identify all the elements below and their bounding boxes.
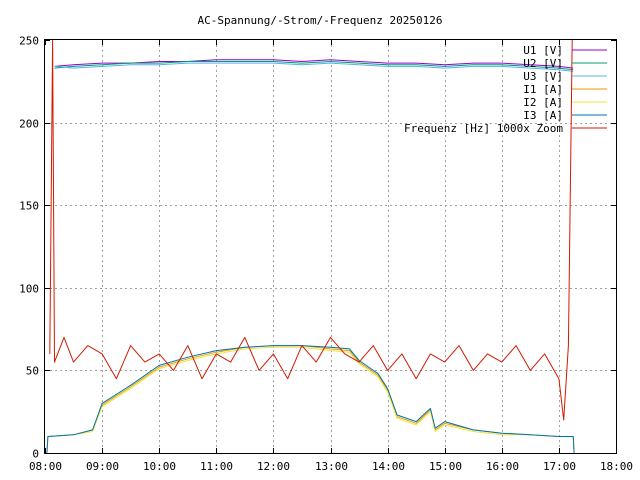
x-tick-label: 16:00 xyxy=(486,460,519,473)
y-tick-label: 150 xyxy=(19,200,39,213)
y-tick-label: 250 xyxy=(19,35,39,48)
legend-label-5: I3 [A] xyxy=(523,109,563,122)
x-tick-label: 12:00 xyxy=(257,460,290,473)
legend-label-2: U3 [V] xyxy=(523,70,563,83)
series-line-6 xyxy=(49,39,573,421)
plot-frame xyxy=(44,39,617,454)
y-tick-label: 0 xyxy=(32,448,39,461)
series-line-2 xyxy=(54,62,574,72)
chart-title: AC-Spannung/-Strom/-Frequenz 20250126 xyxy=(197,14,442,27)
x-tick-label: 08:00 xyxy=(29,460,62,473)
x-tick-label: 18:00 xyxy=(600,460,633,473)
series-line-4 xyxy=(46,346,575,454)
series-line-5 xyxy=(46,345,575,454)
y-tick-label: 100 xyxy=(19,283,39,296)
legend-label-3: I1 [A] xyxy=(523,83,563,96)
x-tick-label: 09:00 xyxy=(86,460,119,473)
grid-lines xyxy=(45,40,616,453)
series-lines xyxy=(46,39,575,454)
axis-ticks: 0 50 100 150 200 250 08:00 09:00 10:00 11:00 12:00… xyxy=(19,35,633,474)
x-tick-label: 11:00 xyxy=(200,460,233,473)
x-tick-label: 13:00 xyxy=(315,460,348,473)
legend: U1 [V]U2 [V]U3 [V]I1 [A]I2 [A]I3 [A]Freq… xyxy=(404,44,607,135)
legend-label-4: I2 [A] xyxy=(523,96,563,109)
y-tick-label: 200 xyxy=(19,118,39,131)
x-tick-label: 14:00 xyxy=(372,460,405,473)
x-tick-label: 15:00 xyxy=(429,460,462,473)
x-tick-label: 10:00 xyxy=(143,460,176,473)
y-tick-label: 50 xyxy=(26,365,39,378)
series-line-3 xyxy=(46,345,575,454)
legend-label-1: U2 [V] xyxy=(523,57,563,70)
series-line-1 xyxy=(54,61,574,71)
legend-label-0: U1 [V] xyxy=(523,44,563,57)
legend-label-6: Frequenz [Hz] 1000x Zoom xyxy=(404,122,563,135)
x-tick-label: 17:00 xyxy=(543,460,576,473)
